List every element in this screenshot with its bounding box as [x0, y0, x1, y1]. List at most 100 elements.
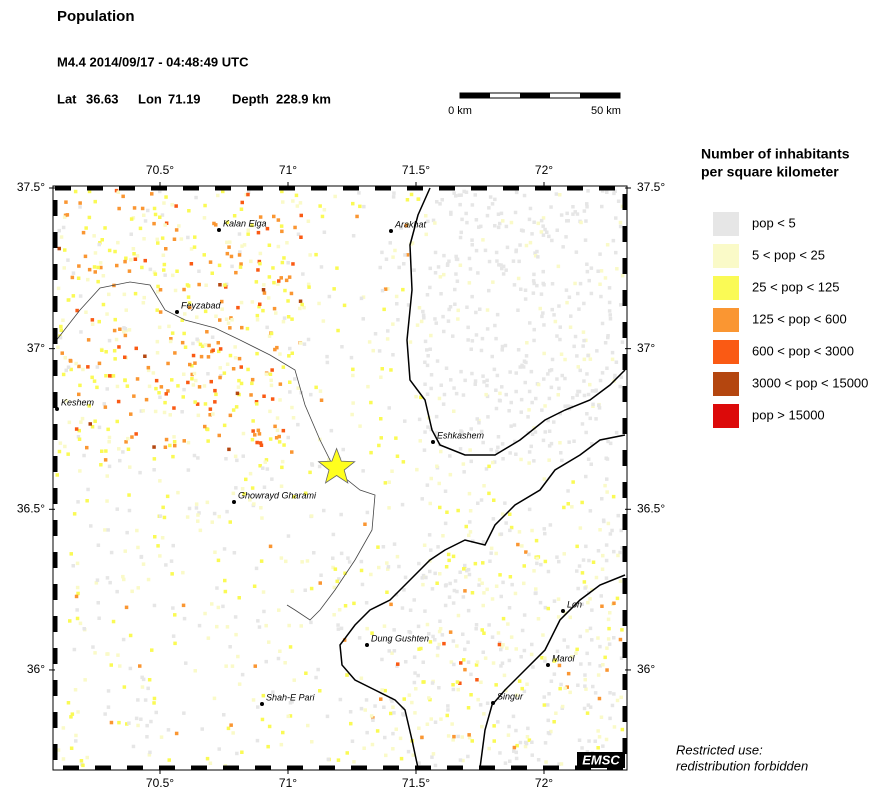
population-cell: [597, 735, 602, 739]
population-cell: [570, 505, 574, 509]
population-cell: [604, 576, 609, 580]
population-cell: [196, 513, 200, 517]
population-cell: [428, 501, 432, 506]
population-cell: [451, 683, 455, 687]
population-cell: [246, 190, 251, 194]
population-cell: [81, 763, 85, 768]
population-cell: [613, 373, 617, 378]
map-frame: [52, 185, 628, 771]
population-cell: [581, 330, 586, 334]
population-cell: [203, 203, 207, 208]
population-cell: [477, 577, 482, 582]
population-raster: [55, 188, 625, 768]
population-cell: [277, 434, 281, 439]
population-cell: [87, 189, 92, 194]
population-cell: [429, 386, 433, 391]
population-cell: [530, 753, 534, 757]
population-cell: [467, 491, 472, 496]
population-cell: [608, 691, 612, 695]
population-cell: [382, 624, 387, 628]
population-cell: [600, 189, 605, 193]
population-cell: [494, 250, 499, 255]
population-cell: [420, 497, 424, 501]
population-cell: [135, 528, 139, 533]
population-cell: [341, 447, 345, 452]
population-cell: [493, 224, 497, 228]
population-cell: [514, 750, 518, 755]
population-cell: [322, 208, 327, 212]
population-cell: [475, 678, 479, 682]
population-cell: [276, 244, 281, 249]
population-cell: [217, 433, 221, 438]
x-tick-label: 70.5°: [146, 163, 174, 177]
population-cell: [266, 296, 271, 300]
population-cell: [77, 264, 81, 268]
population-cell: [284, 559, 288, 564]
population-cell: [583, 684, 587, 688]
population-cell: [449, 378, 453, 382]
population-cell: [365, 730, 369, 735]
population-cell: [462, 189, 466, 194]
population-cell: [438, 619, 442, 623]
population-cell: [183, 345, 188, 349]
population-cell: [138, 664, 142, 668]
population-cell: [494, 584, 499, 588]
population-cell: [487, 746, 491, 751]
population-cell: [406, 749, 411, 754]
population-cell: [542, 351, 546, 356]
population-cell: [221, 604, 225, 609]
population-cell: [116, 399, 121, 404]
population-cell: [552, 420, 556, 424]
population-cell: [578, 281, 583, 286]
population-cell: [541, 438, 546, 443]
population-cell: [579, 220, 583, 225]
population-cell: [258, 215, 263, 219]
population-cell: [265, 325, 269, 330]
population-cell: [93, 251, 98, 255]
population-cell: [92, 234, 96, 238]
population-cell: [456, 734, 460, 739]
population-cell: [448, 454, 452, 458]
population-cell: [436, 545, 440, 549]
population-cell: [264, 372, 269, 376]
population-cell: [421, 309, 425, 314]
population-cell: [541, 216, 546, 220]
population-cell: [152, 445, 156, 449]
population-cell: [255, 351, 259, 356]
population-cell: [481, 238, 485, 242]
population-cell: [90, 425, 95, 429]
population-cell: [519, 410, 523, 414]
population-cell: [524, 360, 528, 365]
population-cell: [482, 631, 486, 635]
population-cell: [140, 675, 144, 680]
population-cell: [152, 221, 156, 226]
population-cell: [514, 647, 518, 651]
population-cell: [503, 761, 508, 765]
population-cell: [301, 272, 305, 276]
population-cell: [230, 264, 234, 269]
population-cell: [518, 365, 522, 369]
population-cell: [583, 677, 587, 682]
population-cell: [226, 726, 231, 731]
population-cell: [152, 457, 157, 461]
population-cell: [536, 255, 540, 259]
population-cell: [392, 191, 396, 195]
population-cell: [608, 611, 612, 615]
population-cell: [478, 307, 482, 311]
population-cell: [203, 309, 208, 314]
y-tick-label: 37.5°: [17, 180, 45, 194]
population-cell: [516, 348, 521, 352]
population-cell: [455, 680, 460, 684]
population-cell: [382, 307, 386, 312]
population-cell: [433, 638, 437, 642]
population-cell: [234, 270, 238, 275]
population-cell: [303, 588, 307, 592]
population-cell: [71, 271, 76, 275]
population-cell: [558, 686, 562, 691]
population-cell: [504, 224, 509, 229]
population-cell: [390, 699, 394, 703]
population-cell: [557, 304, 561, 308]
population-cell: [466, 754, 470, 759]
population-cell: [606, 521, 611, 526]
population-cell: [325, 714, 330, 719]
